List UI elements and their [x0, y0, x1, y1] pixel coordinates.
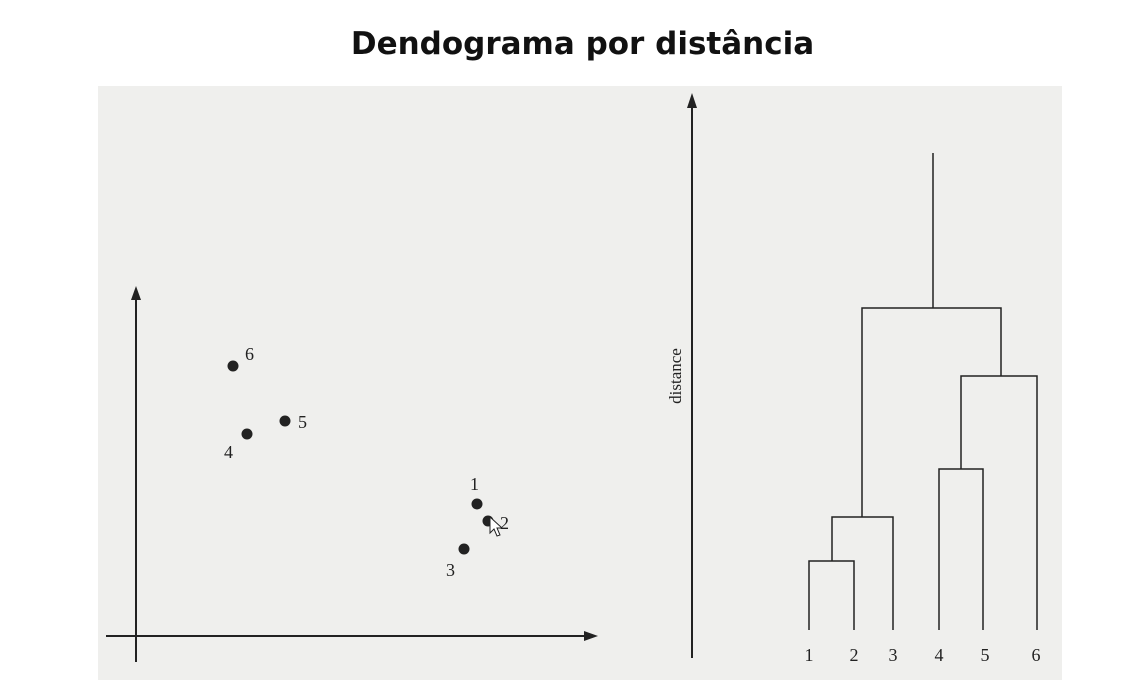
- dendrogram-ylabel: distance: [666, 348, 685, 404]
- scatter-labels: 1 2 3 4 5 6: [224, 344, 509, 580]
- merge-root: [861, 307, 1002, 517]
- dendrogram-axis: distance: [666, 93, 697, 658]
- point-label-2: 2: [500, 513, 509, 533]
- leaf-label-6: 6: [1032, 645, 1041, 665]
- figure-panel: [98, 86, 1062, 680]
- scatter-y-arrow: [131, 286, 141, 300]
- point-label-3: 3: [446, 560, 455, 580]
- point-6: [227, 360, 239, 372]
- dendrogram-y-arrow: [687, 93, 697, 108]
- scatter-x-arrow: [584, 631, 598, 641]
- leaf-label-3: 3: [889, 645, 898, 665]
- point-5: [279, 415, 291, 427]
- point-label-1: 1: [470, 474, 479, 494]
- dendrogram-branches: [808, 153, 1038, 630]
- merge-1-2: [808, 560, 855, 630]
- point-label-4: 4: [224, 442, 233, 462]
- leaf-label-2: 2: [850, 645, 859, 665]
- leaf-label-5: 5: [981, 645, 990, 665]
- point-3: [458, 543, 470, 555]
- point-4: [241, 428, 253, 440]
- merge-12-3: [831, 516, 894, 630]
- scatter-points: [227, 360, 494, 555]
- mouse-cursor-icon: [489, 515, 504, 537]
- merge-45-6: [960, 375, 1038, 630]
- page-title: Dendograma por distância: [350, 26, 815, 62]
- point-1: [471, 498, 483, 510]
- scatter-axes: [106, 286, 598, 662]
- dendrogram-leaf-labels: 1 2 3 4 5 6: [805, 645, 1041, 665]
- merge-4-5: [938, 468, 984, 630]
- point-label-5: 5: [298, 412, 307, 432]
- point-label-6: 6: [245, 344, 254, 364]
- leaf-label-1: 1: [805, 645, 814, 665]
- leaf-label-4: 4: [935, 645, 944, 665]
